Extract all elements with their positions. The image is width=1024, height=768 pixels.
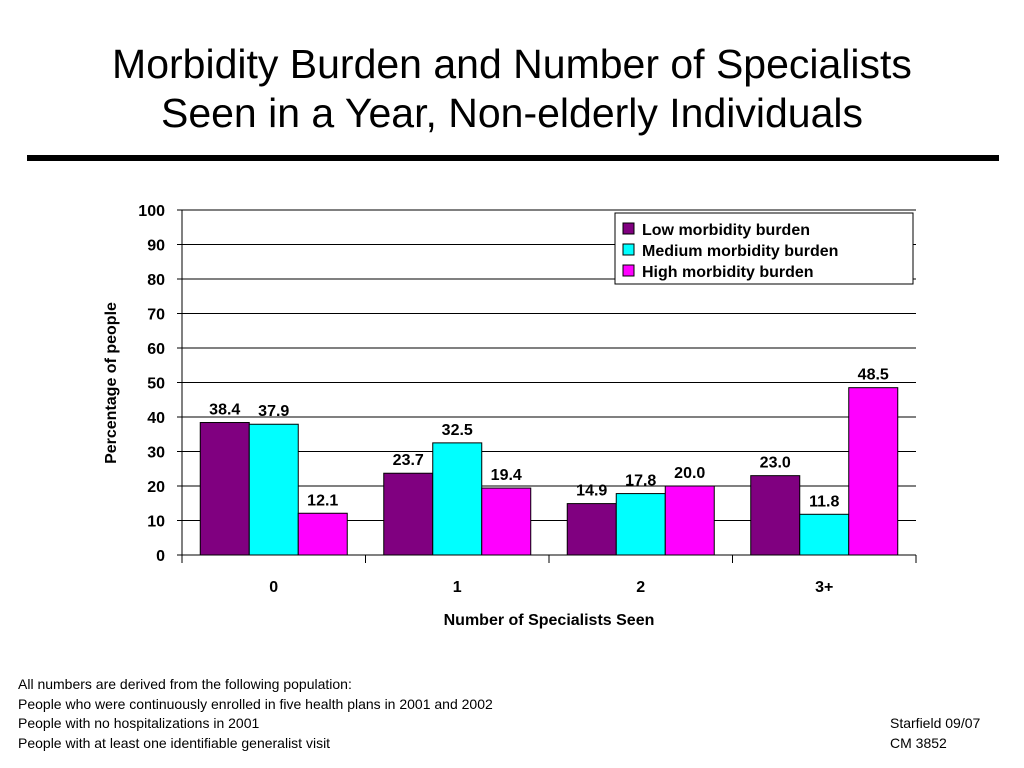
bar [615, 493, 666, 556]
data-label: 23.0 [760, 455, 791, 472]
slide-title-line-2: Seen in a Year, Non-elderly Individuals [160, 90, 864, 137]
bar [566, 503, 617, 556]
y-tick-label: 60 [147, 341, 165, 358]
credit-line: Starfield 09/07 [890, 715, 981, 731]
data-label: 32.5 [442, 422, 473, 439]
bar [481, 487, 532, 556]
bar [432, 442, 483, 556]
y-tick-label: 80 [147, 272, 165, 289]
y-axis-title: Percentage of people [103, 302, 120, 464]
legend-label: Medium morbidity burden [642, 243, 838, 260]
footnote-line: All numbers are derived from the followi… [18, 676, 352, 692]
bar [664, 485, 715, 556]
footnotes: All numbers are derived from the followi… [18, 675, 493, 753]
y-tick-label: 90 [147, 238, 165, 255]
bar-chart: 0 10 20 30 40 50 60 70 80 90 100 0 38.4 37.9 12.1 1 23.7… [103, 203, 917, 629]
data-label: 38.4 [209, 402, 240, 419]
y-tick-label: 40 [147, 410, 165, 427]
bar [383, 472, 434, 556]
data-label: 19.4 [491, 467, 522, 484]
bar [750, 475, 801, 556]
credits: Starfield 09/07 CM 3852 [890, 714, 980, 753]
y-tick-label: 20 [147, 479, 165, 496]
legend-label: Low morbidity burden [642, 222, 810, 239]
bar [199, 422, 250, 556]
x-tick-label: 1 [453, 579, 462, 596]
legend-swatch [622, 222, 635, 235]
data-label: 17.8 [625, 473, 656, 490]
x-tick-label: 2 [636, 579, 645, 596]
footnote-line: People with no hospitalizations in 2001 [18, 715, 260, 732]
bar [248, 423, 299, 556]
bar [799, 513, 850, 556]
data-label: 11.8 [809, 493, 839, 510]
data-label: 37.9 [258, 403, 289, 420]
x-tick-label: 0 [269, 579, 278, 596]
footnote-line: People with at least one identifiable ge… [18, 734, 331, 751]
x-axis-title: Number of Specialists Seen [444, 612, 655, 629]
data-label: 20.0 [674, 465, 705, 482]
y-tick-label: 10 [147, 514, 165, 531]
slide-title: Morbidity Burden and Number of Specialis… [0, 40, 1024, 138]
bar [848, 387, 899, 556]
y-tick-label: 100 [138, 203, 165, 220]
title-divider [27, 155, 999, 161]
legend-box [614, 212, 914, 285]
data-label: 48.5 [858, 367, 889, 384]
footnote-line: People who were continuously enrolled in… [18, 695, 493, 712]
data-label: 12.1 [307, 492, 338, 509]
data-label: 23.7 [393, 452, 424, 469]
legend-swatch [622, 243, 635, 256]
x-tick-label: 3+ [815, 579, 833, 596]
y-tick-label: 50 [147, 376, 165, 393]
slide-title-line-1: Morbidity Burden and Number of Specialis… [112, 41, 912, 87]
y-tick-label: 0 [156, 548, 165, 565]
credit-line: CM 3852 [890, 734, 947, 751]
y-tick-label: 30 [147, 445, 165, 462]
legend-label: High morbidity burden [642, 264, 814, 281]
y-tick-label: 70 [147, 307, 165, 324]
legend-swatch [622, 264, 635, 277]
data-label: 14.9 [576, 483, 607, 500]
bar [297, 512, 348, 556]
